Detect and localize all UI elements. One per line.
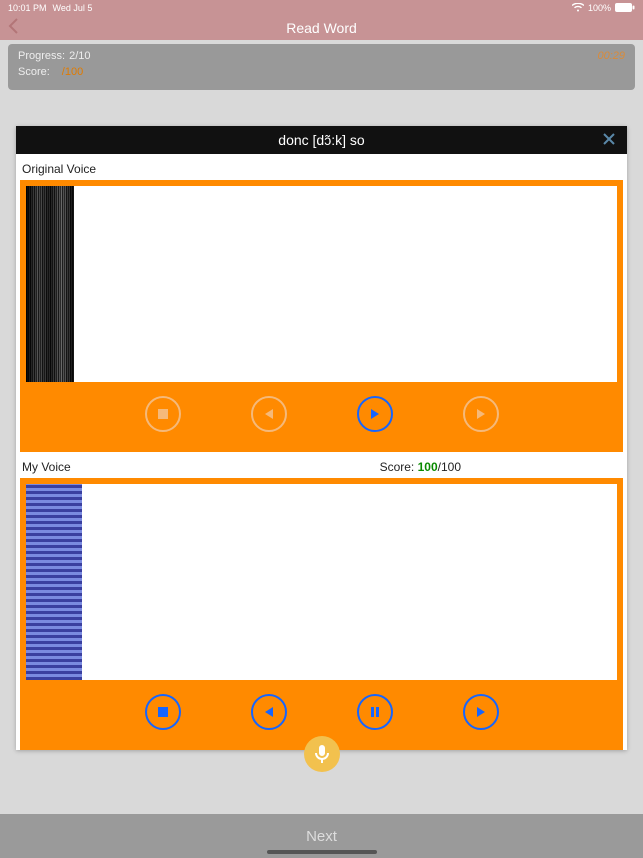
play-button[interactable] bbox=[357, 396, 393, 432]
my-pause-button[interactable] bbox=[357, 694, 393, 730]
status-bar: 10:01 PM Wed Jul 5 100% bbox=[0, 0, 643, 16]
my-spectrogram bbox=[26, 484, 617, 680]
status-date: Wed Jul 5 bbox=[53, 3, 93, 13]
original-label: Original Voice bbox=[16, 154, 627, 180]
battery-icon bbox=[615, 3, 635, 14]
home-indicator bbox=[267, 850, 377, 854]
word-card: donc [dɔ̃:k] so Original Voice My Voice bbox=[16, 126, 627, 750]
myvoice-score: Score: 100/100 bbox=[380, 460, 461, 474]
mic-button[interactable] bbox=[304, 736, 340, 772]
next-label: Next bbox=[306, 828, 337, 845]
word-text: donc [dɔ̃:k] so bbox=[278, 132, 364, 148]
original-spectrogram bbox=[26, 186, 617, 382]
original-controls bbox=[26, 382, 617, 446]
my-next-button[interactable] bbox=[463, 694, 499, 730]
my-stop-button[interactable] bbox=[145, 694, 181, 730]
next-button[interactable] bbox=[463, 396, 499, 432]
my-prev-button[interactable] bbox=[251, 694, 287, 730]
score-label: Score: bbox=[18, 66, 50, 78]
progress-value: 2/10 bbox=[69, 50, 90, 62]
original-voice-panel bbox=[20, 180, 623, 452]
card-header: donc [dɔ̃:k] so bbox=[16, 126, 627, 154]
score-value: /100 bbox=[62, 66, 83, 78]
stop-button[interactable] bbox=[145, 396, 181, 432]
nav-title: Read Word bbox=[286, 20, 357, 36]
info-bar: Progress: 2/10 Score: /100 00:29 bbox=[8, 44, 635, 90]
battery-pct: 100% bbox=[588, 3, 611, 13]
myvoice-header: My Voice Score: 100/100 bbox=[16, 452, 627, 478]
next-bar[interactable]: Next bbox=[0, 814, 643, 858]
status-time: 10:01 PM bbox=[8, 3, 47, 13]
close-icon[interactable] bbox=[601, 131, 617, 147]
prev-button[interactable] bbox=[251, 396, 287, 432]
timer: 00:29 bbox=[597, 50, 625, 62]
wifi-icon bbox=[572, 3, 584, 14]
my-voice-panel bbox=[20, 478, 623, 750]
my-controls bbox=[26, 680, 617, 744]
progress-label: Progress: bbox=[18, 50, 65, 62]
back-icon[interactable] bbox=[8, 18, 18, 39]
myvoice-label: My Voice bbox=[22, 460, 71, 474]
nav-bar: Read Word bbox=[0, 16, 643, 40]
